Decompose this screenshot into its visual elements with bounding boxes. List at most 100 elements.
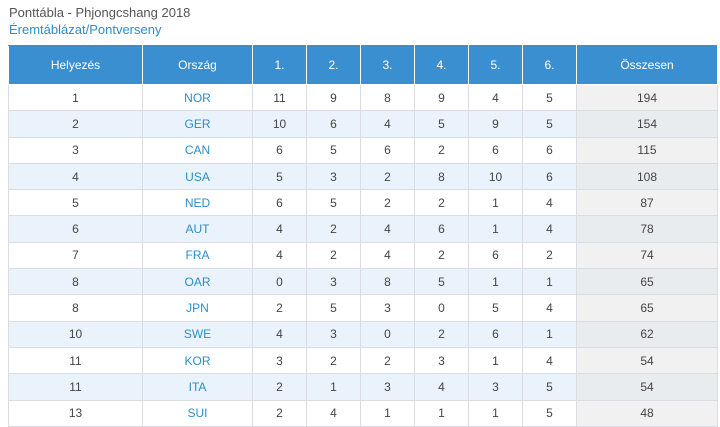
cell-place-4: 2 [414,321,469,348]
cell-country[interactable]: NOR [142,84,253,112]
cell-country[interactable]: OAR [142,268,253,296]
cell-country[interactable]: AUT [142,215,253,243]
cell-place-2: 3 [306,163,361,191]
cell-country[interactable]: FRA [142,242,253,270]
table-row: 11 KOR 3 2 2 3 1 4 54 [8,347,718,375]
cell-total: 62 [576,321,718,348]
cell-place-3: 4 [360,110,415,138]
cell-place-6: 5 [522,110,577,138]
table-row: 8 JPN 2 5 3 0 5 4 65 [8,294,718,322]
cell-place-6: 5 [522,400,577,427]
cell-rank: 7 [8,242,143,270]
cell-country[interactable]: CAN [142,137,253,164]
cell-country[interactable]: USA [142,163,253,191]
cell-total: 154 [576,110,718,138]
cell-place-4: 2 [414,189,469,217]
cell-place-5: 5 [468,294,523,322]
header-total[interactable]: Összesen [576,45,718,85]
cell-total: 65 [576,294,718,322]
table-row: 4 USA 5 3 2 8 10 6 108 [8,163,718,191]
header-place-4[interactable]: 4. [414,45,469,85]
cell-country[interactable]: ITA [142,373,253,401]
points-table: Helyezés Ország 1. 2. 3. 4. 5. 6. Összes… [8,45,718,427]
cell-place-2: 1 [306,373,361,401]
cell-place-5: 10 [468,163,523,191]
cell-place-6: 5 [522,84,577,112]
cell-place-3: 8 [360,268,415,296]
cell-place-1: 2 [252,373,307,401]
cell-place-6: 5 [522,373,577,401]
cell-country[interactable]: GER [142,110,253,138]
cell-place-5: 1 [468,215,523,243]
cell-country[interactable]: NED [142,189,253,217]
cell-rank: 2 [8,110,143,138]
cell-place-5: 4 [468,84,523,112]
cell-place-3: 8 [360,84,415,112]
cell-total: 54 [576,347,718,375]
header-place-5[interactable]: 5. [468,45,523,85]
cell-place-5: 1 [468,347,523,375]
cell-place-2: 2 [306,347,361,375]
cell-place-3: 2 [360,163,415,191]
header-place-3[interactable]: 3. [360,45,415,85]
cell-place-1: 6 [252,137,307,164]
cell-place-4: 6 [414,215,469,243]
cell-rank: 5 [8,189,143,217]
cell-total: 65 [576,268,718,296]
cell-place-2: 9 [306,84,361,112]
cell-country[interactable]: KOR [142,347,253,375]
cell-place-3: 4 [360,215,415,243]
table-row: 5 NED 6 5 2 2 1 4 87 [8,189,718,217]
cell-place-4: 5 [414,268,469,296]
cell-place-5: 6 [468,242,523,270]
cell-place-5: 6 [468,137,523,164]
cell-place-2: 4 [306,400,361,427]
cell-place-3: 0 [360,321,415,348]
cell-rank: 4 [8,163,143,191]
cell-place-6: 4 [522,189,577,217]
header-country[interactable]: Ország [142,45,253,85]
cell-rank: 11 [8,373,143,401]
cell-place-3: 3 [360,373,415,401]
header-rank[interactable]: Helyezés [8,45,143,85]
table-row: 13 SUI 2 4 1 1 1 5 48 [8,400,718,427]
cell-place-1: 2 [252,294,307,322]
header-place-2[interactable]: 2. [306,45,361,85]
cell-total: 78 [576,215,718,243]
cell-total: 194 [576,84,718,112]
cell-place-3: 1 [360,400,415,427]
cell-country[interactable]: JPN [142,294,253,322]
cell-place-1: 0 [252,268,307,296]
cell-place-2: 5 [306,137,361,164]
cell-total: 54 [576,373,718,401]
cell-rank: 11 [8,347,143,375]
cell-place-6: 1 [522,321,577,348]
table-row: 8 OAR 0 3 8 5 1 1 65 [8,268,718,296]
cell-place-6: 4 [522,347,577,375]
cell-place-2: 3 [306,321,361,348]
header-place-6[interactable]: 6. [522,45,577,85]
header-place-1[interactable]: 1. [252,45,307,85]
cell-place-4: 1 [414,400,469,427]
cell-total: 108 [576,163,718,191]
cell-place-3: 2 [360,347,415,375]
cell-place-1: 4 [252,215,307,243]
table-header-row: Helyezés Ország 1. 2. 3. 4. 5. 6. Összes… [8,45,718,85]
page-subtitle-link[interactable]: Éremtáblázat/Pontverseny [9,22,162,37]
cell-place-1: 11 [252,84,307,112]
cell-place-1: 10 [252,110,307,138]
cell-total: 87 [576,189,718,217]
cell-place-1: 5 [252,163,307,191]
cell-place-4: 3 [414,347,469,375]
cell-rank: 8 [8,268,143,296]
cell-place-4: 2 [414,242,469,270]
cell-rank: 1 [8,84,143,112]
cell-rank: 8 [8,294,143,322]
cell-total: 74 [576,242,718,270]
cell-place-5: 3 [468,373,523,401]
cell-country[interactable]: SUI [142,400,253,427]
cell-place-5: 1 [468,189,523,217]
cell-country[interactable]: SWE [142,321,253,348]
table-row: 10 SWE 4 3 0 2 6 1 62 [8,321,718,348]
